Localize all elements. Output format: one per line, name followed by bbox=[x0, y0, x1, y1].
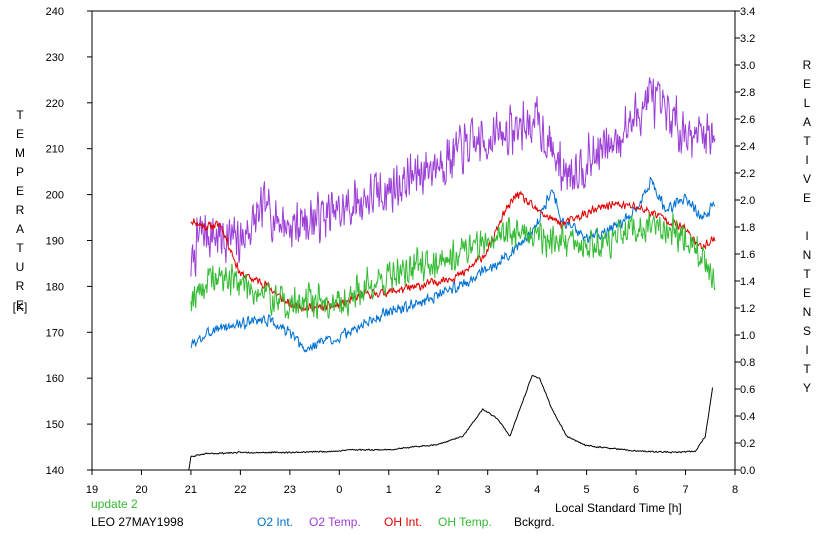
series-line-oh-temp bbox=[190, 212, 716, 320]
axis-label-letter: E bbox=[15, 184, 24, 198]
axis-label-letter: E bbox=[802, 191, 811, 205]
right-axis-ticks: 0.0 0.2 0.4 0.6 0.8 1.0 1.2 1.4 1.6 1.8 2.0 2.2 2.4 2… bbox=[735, 6, 755, 477]
left-tick-label: 150 bbox=[46, 419, 64, 431]
axis-label-letter: V bbox=[802, 172, 811, 186]
legend-item: OH Temp. bbox=[438, 515, 492, 529]
left-tick-label: 200 bbox=[46, 190, 64, 202]
axis-label-letter: N bbox=[802, 305, 812, 319]
left-axis-ticks: 140 150 160 170 180 190 200 210 220 230 240 bbox=[46, 6, 92, 477]
axis-label-letter: E bbox=[15, 127, 24, 141]
left-tick-label: 240 bbox=[46, 6, 64, 18]
x-tick-label: 7 bbox=[682, 484, 688, 496]
right-tick-label: 1.0 bbox=[740, 330, 755, 342]
left-axis-unit: [K] bbox=[12, 300, 28, 314]
left-tick-label: 220 bbox=[46, 98, 64, 110]
axis-label-letter: A bbox=[15, 222, 24, 236]
right-tick-label: 1.2 bbox=[740, 303, 755, 315]
axis-label-letter: I bbox=[805, 153, 809, 167]
axis-label-letter: T bbox=[803, 134, 811, 148]
axis-label-letter: E bbox=[802, 286, 811, 300]
x-tick-label: 5 bbox=[584, 484, 590, 496]
x-tick-label: 8 bbox=[732, 484, 738, 496]
right-tick-label: 0.8 bbox=[740, 357, 755, 369]
right-tick-label: 1.6 bbox=[740, 249, 755, 261]
axis-label-letter: T bbox=[16, 108, 24, 122]
axis-label-letter: R bbox=[15, 203, 25, 217]
legend-item: Bckgrd. bbox=[514, 515, 555, 529]
axis-label-letter: E bbox=[802, 77, 811, 91]
series-line-o2-int bbox=[190, 176, 716, 353]
x-axis-ticks: 19 20 21 22 23 0 1 2 3 4 5 6 7 8 bbox=[86, 470, 738, 496]
series-line-bckgrd bbox=[129, 375, 713, 471]
axis-label-letter: M bbox=[15, 146, 25, 160]
x-tick-label: 1 bbox=[386, 484, 392, 496]
axis-label-letter: A bbox=[802, 115, 811, 129]
axis-label-letter: P bbox=[15, 165, 24, 179]
x-tick-label: 21 bbox=[185, 484, 197, 496]
axis-label-letter: E bbox=[15, 298, 24, 312]
station-date-label: LEO 27MAY1998 bbox=[91, 515, 184, 529]
left-tick-label: 160 bbox=[46, 373, 64, 385]
x-axis-label: Local Standard Time [h] bbox=[555, 501, 682, 515]
right-tick-label: 1.4 bbox=[740, 276, 755, 288]
right-tick-label: 0.0 bbox=[740, 465, 755, 477]
right-tick-label: 1.8 bbox=[740, 222, 755, 234]
axis-label-letter: I bbox=[805, 343, 809, 357]
right-tick-label: 3.0 bbox=[740, 60, 755, 72]
legend-item: OH Int. bbox=[384, 515, 423, 529]
series-layer bbox=[129, 77, 716, 471]
axis-label-letter: T bbox=[803, 362, 811, 376]
plot-frame bbox=[91, 10, 736, 471]
right-tick-label: 2.8 bbox=[740, 87, 755, 99]
right-tick-label: 0.2 bbox=[740, 438, 755, 450]
right-tick-label: 3.4 bbox=[740, 6, 755, 18]
series-line-o2-temp bbox=[190, 77, 716, 277]
left-tick-label: 210 bbox=[46, 144, 64, 156]
left-tick-label: 140 bbox=[46, 465, 64, 477]
x-tick-label: 20 bbox=[135, 484, 147, 496]
x-tick-label: 6 bbox=[633, 484, 639, 496]
x-tick-label: 0 bbox=[336, 484, 342, 496]
axis-label-letter: U bbox=[15, 260, 25, 274]
axis-label-letter: I bbox=[805, 229, 809, 243]
series-line-oh-int bbox=[190, 190, 716, 315]
right-tick-label: 0.6 bbox=[740, 384, 755, 396]
legend-item: O2 Int. bbox=[257, 515, 294, 529]
axis-label-letter: S bbox=[802, 324, 811, 338]
x-tick-label: 2 bbox=[435, 484, 441, 496]
axis-label-letter: T bbox=[16, 241, 24, 255]
x-tick-label: 23 bbox=[284, 484, 296, 496]
axis-label-letter: Y bbox=[802, 381, 811, 395]
left-tick-label: 170 bbox=[46, 327, 64, 339]
right-tick-label: 0.4 bbox=[740, 411, 755, 423]
axis-label-letter: L bbox=[803, 96, 811, 110]
left-tick-label: 230 bbox=[46, 52, 64, 64]
right-tick-label: 2.0 bbox=[740, 195, 755, 207]
right-tick-label: 2.4 bbox=[740, 141, 755, 153]
x-tick-label: 19 bbox=[86, 484, 98, 496]
axis-label-letter: T bbox=[803, 267, 811, 281]
axis-label-letter: N bbox=[802, 248, 812, 262]
right-tick-label: 3.2 bbox=[740, 33, 755, 45]
axis-label-letter: R bbox=[802, 58, 812, 72]
right-tick-label: 2.6 bbox=[740, 114, 755, 126]
legend-item: O2 Temp. bbox=[309, 515, 361, 529]
x-tick-label: 4 bbox=[534, 484, 540, 496]
x-tick-label: 22 bbox=[234, 484, 246, 496]
right-tick-label: 2.2 bbox=[740, 168, 755, 180]
left-tick-label: 180 bbox=[46, 281, 64, 293]
axis-label-letter: R bbox=[15, 279, 25, 293]
update-label: update 2 bbox=[91, 497, 138, 511]
x-tick-label: 3 bbox=[485, 484, 491, 496]
axis-label-letter bbox=[799, 208, 815, 227]
left-tick-label: 190 bbox=[46, 236, 64, 248]
